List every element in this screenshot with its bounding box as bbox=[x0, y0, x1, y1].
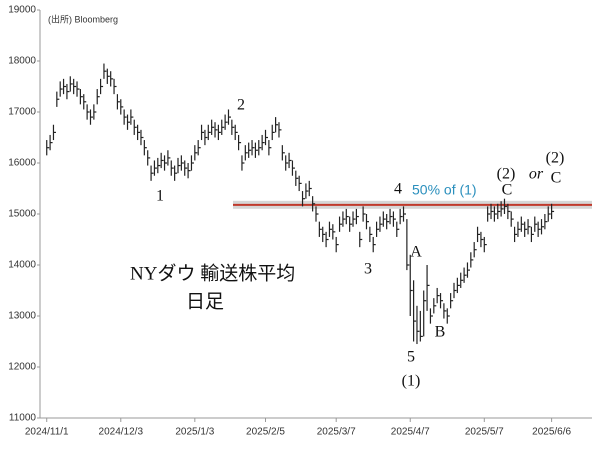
y-tick-label: 19000 bbox=[8, 5, 36, 16]
y-tick-label: 17000 bbox=[8, 107, 36, 118]
y-tick-label: 12000 bbox=[8, 362, 36, 373]
x-tick-label: 2024/11/1 bbox=[25, 427, 69, 438]
wave-label: or bbox=[529, 166, 544, 183]
wave-label: 4 bbox=[394, 181, 402, 198]
x-tick-label: 2024/12/3 bbox=[99, 427, 144, 438]
chart-title: NYダウ 輸送株平均 bbox=[130, 262, 295, 284]
wave-label: A bbox=[410, 244, 422, 261]
y-tick-label: 11000 bbox=[9, 413, 37, 424]
wave-label: C bbox=[502, 182, 513, 199]
wave-label: 5 bbox=[407, 349, 415, 366]
wave-label: C bbox=[551, 170, 562, 187]
y-tick-label: 18000 bbox=[8, 56, 36, 67]
x-tick-label: 2025/5/7 bbox=[465, 427, 504, 438]
wave-label: (2) bbox=[546, 150, 565, 167]
wave-label: B bbox=[435, 324, 446, 341]
chart-subtitle: 日足 bbox=[186, 291, 224, 312]
wave-label: 2 bbox=[237, 97, 245, 114]
wave-label: (2) bbox=[497, 166, 516, 183]
y-tick-label: 14000 bbox=[8, 260, 36, 271]
y-tick-label: 15000 bbox=[8, 209, 36, 220]
x-tick-label: 2025/3/7 bbox=[317, 427, 356, 438]
wave-label: (1) bbox=[402, 373, 421, 390]
wave-label: 3 bbox=[364, 261, 372, 278]
x-tick-label: 2025/2/5 bbox=[246, 427, 285, 438]
y-tick-label: 13000 bbox=[8, 311, 36, 322]
y-tick-label: 16000 bbox=[8, 158, 36, 169]
reference-label: 50% of (1) bbox=[412, 182, 477, 198]
x-tick-label: 2025/1/3 bbox=[175, 427, 214, 438]
x-tick-label: 2025/4/7 bbox=[391, 427, 430, 438]
source: (出所) Bloomberg bbox=[48, 13, 118, 24]
wave-label: 1 bbox=[156, 188, 164, 205]
x-tick-label: 2025/6/6 bbox=[532, 427, 571, 438]
